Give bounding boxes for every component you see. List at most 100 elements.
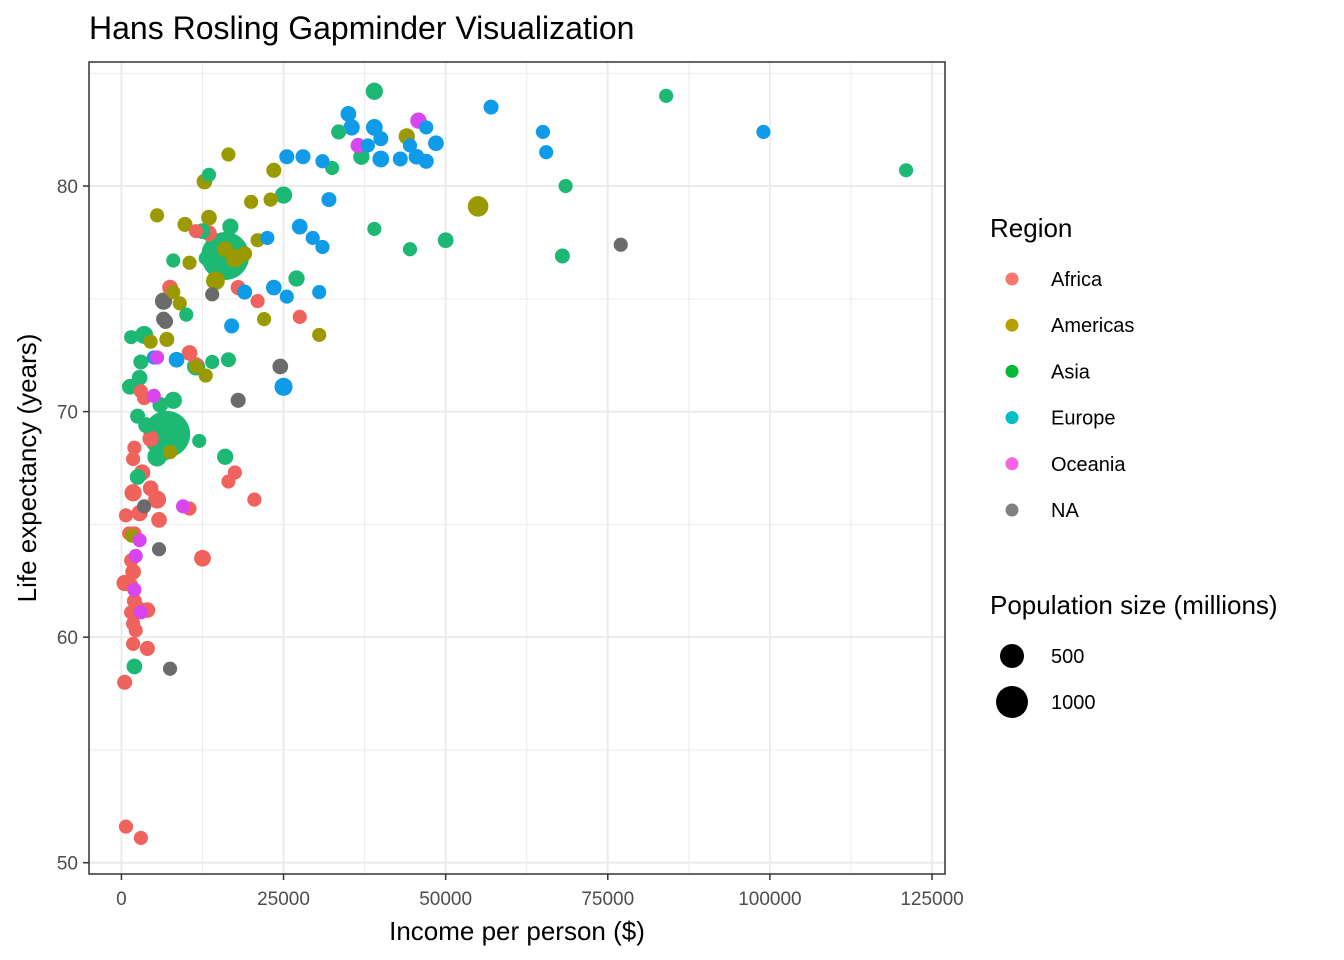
point-asia (124, 330, 139, 345)
point-africa (250, 294, 265, 309)
point-oceania (150, 350, 165, 365)
point-americas (206, 271, 225, 291)
point-americas (166, 284, 181, 300)
point-americas (467, 196, 489, 217)
point-asia (554, 248, 570, 264)
point-na (272, 358, 289, 375)
point-asia (164, 391, 182, 409)
point-asia (558, 178, 573, 194)
point-europe (343, 119, 360, 136)
point-europe (279, 289, 294, 304)
point-africa (125, 563, 141, 580)
point-asia (205, 354, 220, 370)
point-americas (177, 216, 193, 232)
grid (89, 62, 945, 874)
y-tick-label: 50 (57, 854, 78, 875)
point-na (162, 661, 178, 676)
point-oceania (146, 388, 161, 403)
point-africa (124, 484, 142, 502)
point-americas (263, 192, 278, 207)
point-na (154, 292, 173, 310)
y-tick-label: 80 (57, 177, 78, 198)
point-europe (373, 131, 389, 147)
y-axis: 50 60 70 80 (57, 177, 89, 875)
x-tick-label: 75000 (581, 889, 634, 910)
point-na (151, 542, 167, 557)
x-tick-label: 50000 (419, 889, 472, 910)
data-points (116, 82, 914, 845)
point-asia (437, 232, 454, 249)
point-americas (312, 327, 327, 342)
point-africa (118, 819, 134, 834)
point-europe (291, 218, 308, 235)
point-asia (143, 410, 191, 458)
y-tick-label: 70 (57, 403, 78, 424)
point-asia (274, 186, 293, 204)
point-americas (201, 209, 217, 226)
point-africa (126, 616, 141, 631)
legend-label-europe: Europe (1051, 408, 1116, 430)
point-asia (220, 352, 236, 368)
point-asia (659, 88, 674, 103)
legend-label-na: NA (1051, 500, 1079, 522)
y-tick-label: 60 (57, 628, 78, 649)
point-asia (367, 221, 382, 236)
point-europe (295, 149, 311, 165)
point-americas (162, 445, 178, 460)
point-oceania (132, 533, 147, 548)
legend-key-na (1005, 503, 1019, 517)
point-americas (159, 331, 175, 347)
point-africa (142, 430, 159, 447)
point-europe (260, 230, 275, 246)
point-na (613, 237, 628, 252)
point-oceania (128, 548, 143, 564)
point-europe (168, 351, 185, 368)
legend-key-oceania (1005, 457, 1019, 471)
point-oceania (175, 499, 191, 514)
point-europe (392, 151, 408, 167)
point-asia (192, 433, 207, 449)
point-asia (126, 658, 143, 675)
x-axis-title: Income per person ($) (389, 916, 645, 946)
point-africa (118, 508, 134, 523)
point-europe (418, 153, 434, 169)
point-asia (133, 354, 149, 370)
point-europe (274, 377, 293, 396)
point-europe (312, 284, 327, 300)
point-asia (129, 469, 146, 485)
point-americas (221, 147, 236, 162)
point-americas (150, 208, 165, 223)
point-na (137, 499, 152, 514)
legend-label-americas: Americas (1051, 315, 1134, 337)
point-africa (126, 593, 142, 609)
point-africa (117, 674, 133, 690)
point-africa (126, 636, 141, 652)
point-americas (188, 359, 204, 374)
point-europe (315, 239, 330, 255)
point-asia (179, 307, 194, 322)
point-africa (139, 640, 155, 656)
point-europe (535, 124, 551, 139)
point-asia (201, 167, 217, 182)
point-africa (126, 451, 141, 467)
point-oceania (133, 605, 148, 620)
point-asia (365, 82, 383, 100)
population-legend-title: Population size (millions) (990, 590, 1278, 620)
x-axis: 0 25000 50000 75000 100000 125000 (116, 874, 964, 910)
point-africa (194, 549, 211, 567)
point-americas (257, 312, 272, 327)
point-europe (265, 279, 282, 296)
legend-key-americas (1005, 318, 1019, 332)
point-europe (321, 192, 337, 208)
point-asia (198, 251, 213, 266)
point-asia (130, 408, 146, 424)
point-africa (133, 830, 148, 845)
population-legend: Population size (millions) 500 1000 (990, 590, 1278, 718)
legend-key-asia (1005, 364, 1019, 378)
point-na (205, 287, 220, 302)
y-axis-title: Life expectancy (years) (12, 334, 42, 603)
point-oceania (127, 582, 142, 597)
point-americas (244, 194, 259, 209)
point-africa (151, 512, 167, 528)
